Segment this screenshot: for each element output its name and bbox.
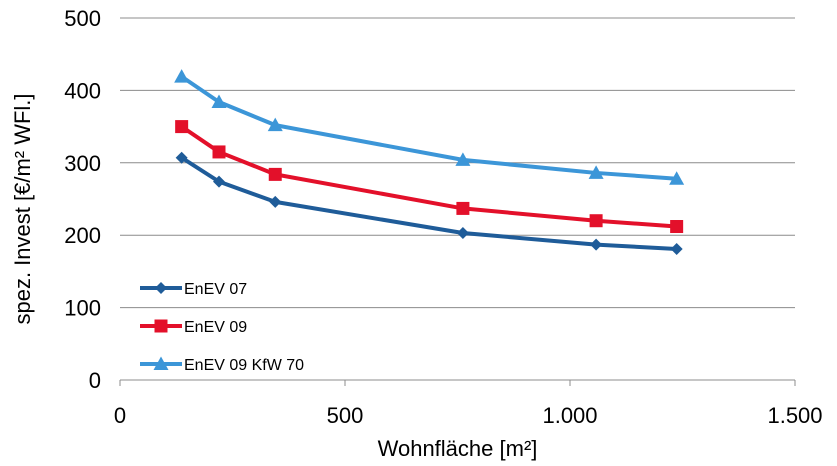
y-tick-label: 200 bbox=[64, 223, 101, 248]
y-tick-label: 500 bbox=[64, 6, 101, 31]
y-axis-title: spez. Invest [€/m² WFl.] bbox=[10, 93, 35, 324]
axes bbox=[119, 379, 796, 386]
y-tick-label: 0 bbox=[89, 368, 101, 393]
data-point bbox=[175, 151, 188, 164]
legend-label: EnEV 09 KfW 70 bbox=[184, 357, 304, 374]
series-line bbox=[180, 124, 677, 229]
data-point bbox=[211, 94, 227, 108]
series-line bbox=[180, 74, 677, 181]
series-0 bbox=[175, 151, 683, 255]
x-axis-title: Wohnfläche [m²] bbox=[378, 436, 538, 461]
data-point bbox=[670, 242, 683, 255]
data-point bbox=[175, 120, 189, 134]
x-tick-label: 0 bbox=[114, 403, 126, 428]
series-1 bbox=[175, 120, 684, 234]
legend-marker bbox=[154, 319, 168, 333]
legend-item-2: EnEV 09 KfW 70 bbox=[140, 356, 304, 374]
data-point bbox=[670, 220, 684, 234]
legend: EnEV 07 EnEV 09 EnEV 09 KfW 70 bbox=[140, 281, 304, 374]
legend-item-1: EnEV 09 bbox=[140, 319, 247, 336]
data-point bbox=[212, 145, 226, 159]
legend-marker bbox=[153, 356, 169, 370]
data-point bbox=[589, 214, 603, 228]
x-tick-label: 1.500 bbox=[767, 403, 822, 428]
legend-label: EnEV 09 bbox=[184, 319, 247, 336]
legend-item-0: EnEV 07 bbox=[140, 281, 247, 298]
data-point bbox=[213, 175, 225, 188]
data-point bbox=[669, 171, 685, 185]
y-tick-label: 300 bbox=[64, 151, 101, 176]
data-point bbox=[456, 227, 469, 240]
data-point bbox=[455, 152, 471, 166]
x-tick-label: 1.000 bbox=[542, 403, 597, 428]
series-2 bbox=[174, 69, 685, 185]
y-tick-label: 400 bbox=[64, 78, 101, 103]
data-series bbox=[174, 69, 685, 255]
x-tick-label: 500 bbox=[327, 403, 364, 428]
data-point bbox=[267, 117, 283, 132]
data-point bbox=[588, 165, 604, 179]
data-point bbox=[590, 238, 603, 251]
x-tick-labels: 0 500 1.000 1.500 bbox=[114, 403, 823, 428]
y-tick-label: 100 bbox=[64, 296, 101, 321]
series-line bbox=[180, 156, 677, 251]
data-point bbox=[456, 201, 470, 215]
legend-marker bbox=[155, 282, 167, 294]
data-point bbox=[269, 195, 282, 208]
y-tick-labels: 0 100 200 300 400 500 bbox=[64, 6, 101, 393]
data-point bbox=[174, 69, 190, 83]
legend-label: EnEV 07 bbox=[184, 281, 247, 298]
data-point bbox=[268, 167, 282, 181]
